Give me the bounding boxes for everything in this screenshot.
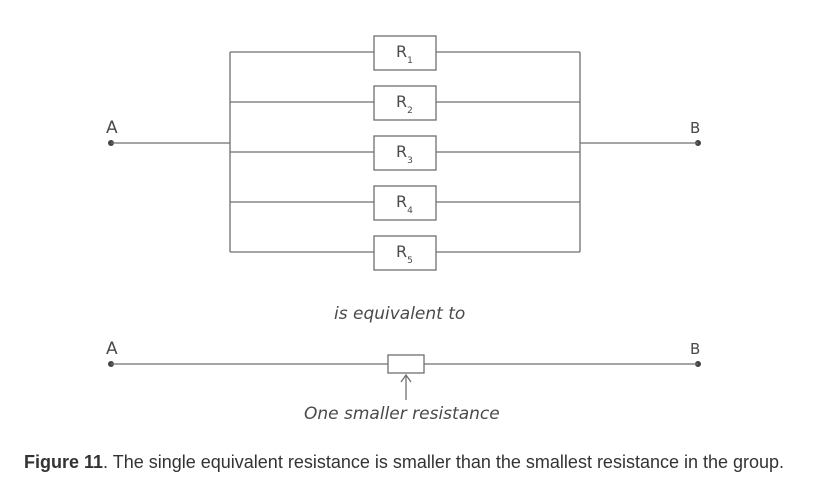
resistor-r5 bbox=[373, 235, 437, 271]
caption-label: Figure 11 bbox=[24, 452, 104, 472]
resistor-r4-subscript: 4 bbox=[407, 206, 413, 216]
resistor-r3-subscript: 3 bbox=[407, 156, 413, 166]
resistor-r4-name: R bbox=[396, 192, 407, 211]
resistor-r5-name: R bbox=[396, 242, 407, 261]
svg-text:R3: R3 bbox=[396, 142, 413, 166]
resistor-r2-name: R bbox=[396, 92, 407, 111]
branch-r1: R1 bbox=[230, 35, 580, 71]
arrow-label: One smaller resistance bbox=[304, 404, 500, 424]
resistor-r2 bbox=[373, 85, 437, 121]
svg-text:R4: R4 bbox=[396, 192, 413, 216]
resistor-r3 bbox=[373, 135, 437, 171]
lower-terminal-b-label: B bbox=[690, 340, 700, 358]
resistor-r2-subscript: 2 bbox=[407, 106, 413, 116]
resistor-r3-name: R bbox=[396, 142, 407, 161]
branch-r3: R3 bbox=[230, 135, 580, 171]
resistor-r1 bbox=[373, 35, 437, 71]
branch-r5: R5 bbox=[230, 235, 580, 271]
equivalence-text: is equivalent to bbox=[334, 304, 465, 324]
equivalent-resistor bbox=[387, 354, 425, 374]
figure-caption: Figure 11. The single equivalent resista… bbox=[24, 452, 824, 473]
branch-r2: R2 bbox=[230, 85, 580, 121]
resistor-r5-subscript: 5 bbox=[407, 256, 413, 266]
resistor-r1-name: R bbox=[396, 42, 407, 61]
up-arrow-icon bbox=[400, 373, 412, 400]
resistor-r1-subscript: 1 bbox=[407, 56, 413, 66]
terminal-a-label: A bbox=[106, 118, 118, 138]
caption-text: . The single equivalent resistance is sm… bbox=[103, 452, 785, 472]
svg-text:R5: R5 bbox=[396, 242, 413, 266]
branch-r4: R4 bbox=[230, 185, 580, 221]
svg-text:R2: R2 bbox=[396, 92, 413, 116]
terminal-b-label: B bbox=[690, 119, 700, 137]
resistor-r4 bbox=[373, 185, 437, 221]
svg-text:R1: R1 bbox=[396, 42, 413, 66]
lower-terminal-a-label: A bbox=[106, 339, 118, 359]
parallel-resistor-diagram: A B R1 R2 R3 R4 bbox=[106, 35, 701, 424]
